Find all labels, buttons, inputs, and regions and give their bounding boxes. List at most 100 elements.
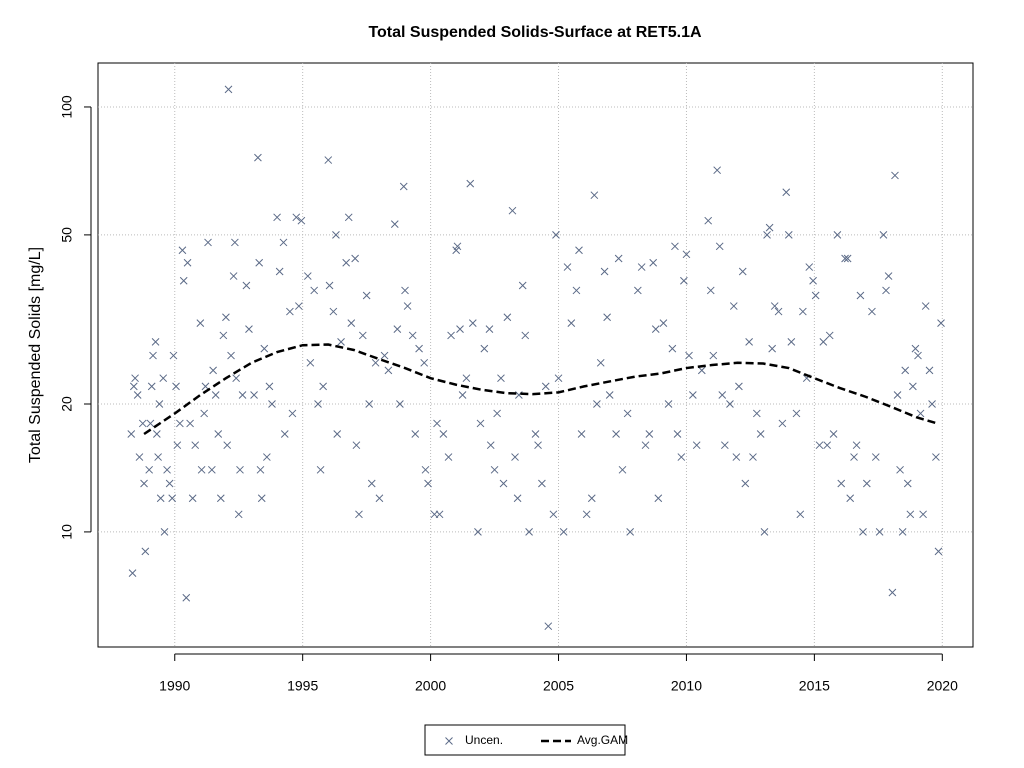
data-point <box>770 302 779 310</box>
legend-marker <box>445 737 453 745</box>
data-point <box>444 453 453 461</box>
data-point <box>792 409 801 418</box>
data-point <box>671 242 679 251</box>
data-point <box>384 366 393 375</box>
data-point <box>245 325 253 334</box>
data-point <box>784 231 793 239</box>
data-point <box>575 246 583 255</box>
data-point <box>151 338 160 346</box>
data-point <box>925 366 934 375</box>
data-point <box>508 206 517 215</box>
data-point <box>633 286 642 295</box>
data-point <box>447 331 455 340</box>
data-point <box>868 307 876 316</box>
data-point <box>756 430 765 438</box>
data-point <box>344 213 353 222</box>
data-point <box>903 479 912 488</box>
data-point <box>715 242 724 251</box>
data-point <box>882 286 890 295</box>
data-point <box>273 213 281 222</box>
data-point <box>232 374 241 383</box>
y-axis-label: Total Suspended Solids [mg/L] <box>27 247 44 463</box>
data-point <box>485 325 494 334</box>
data-point <box>677 453 686 461</box>
data-point <box>763 231 771 239</box>
data-point <box>518 281 527 290</box>
data-point <box>365 400 374 408</box>
data-point <box>554 374 563 383</box>
data-point <box>673 430 682 438</box>
data-point <box>462 374 471 383</box>
data-point <box>324 156 333 164</box>
data-point <box>605 391 614 399</box>
data-point <box>623 409 632 418</box>
data-point <box>928 400 936 408</box>
data-point <box>778 419 787 428</box>
data-point <box>582 510 591 519</box>
data-point <box>896 465 904 474</box>
data-point <box>680 276 688 285</box>
data-point <box>128 569 137 577</box>
data-point <box>292 213 301 222</box>
data-point <box>685 351 693 360</box>
data-point <box>752 409 761 418</box>
data-point <box>916 409 925 418</box>
data-point <box>768 344 777 353</box>
x-tick-label: 2010 <box>671 678 702 694</box>
data-point <box>420 358 429 367</box>
data-point <box>572 286 581 295</box>
data-point <box>408 331 417 340</box>
data-point <box>424 479 432 488</box>
data-point <box>645 430 654 438</box>
data-point <box>641 441 650 450</box>
data-point <box>183 258 192 267</box>
data-point <box>549 510 558 519</box>
y-tick-label: 100 <box>59 95 75 119</box>
data-point <box>511 453 519 461</box>
data-point <box>207 465 216 474</box>
data-point <box>486 441 495 450</box>
data-point <box>138 419 147 428</box>
data-point <box>310 286 319 295</box>
data-point <box>362 291 371 300</box>
data-point <box>211 391 220 399</box>
data-point <box>668 344 677 353</box>
data-point <box>197 465 206 474</box>
legend-label: Uncen. <box>465 733 503 747</box>
data-point <box>159 374 168 383</box>
data-point <box>393 325 402 334</box>
data-point <box>706 286 715 295</box>
data-point <box>765 223 774 232</box>
data-point <box>497 374 505 383</box>
data-point <box>688 391 697 399</box>
data-point <box>862 479 871 488</box>
data-point <box>196 319 205 327</box>
data-point <box>238 391 247 399</box>
data-point <box>815 441 824 450</box>
data-point <box>403 302 412 310</box>
data-point <box>819 338 828 346</box>
data-point <box>692 441 701 450</box>
data-point <box>503 313 512 322</box>
data-point <box>787 338 796 346</box>
y-tick-label: 10 <box>59 524 75 540</box>
data-point <box>399 182 408 191</box>
data-point <box>850 453 858 461</box>
data-point <box>829 430 838 438</box>
data-point <box>231 238 239 247</box>
data-point <box>875 528 884 536</box>
data-point <box>859 528 867 536</box>
data-point <box>433 419 441 428</box>
data-point <box>352 441 361 450</box>
data-point <box>204 238 212 247</box>
data-point <box>603 313 611 322</box>
data-point <box>351 254 359 263</box>
data-point <box>316 465 325 474</box>
data-point <box>173 441 182 450</box>
data-point <box>726 400 734 408</box>
data-point <box>525 528 533 536</box>
data-point <box>332 231 340 239</box>
data-point <box>458 391 467 399</box>
data-point <box>521 331 530 340</box>
x-tick-label: 2000 <box>415 678 446 694</box>
